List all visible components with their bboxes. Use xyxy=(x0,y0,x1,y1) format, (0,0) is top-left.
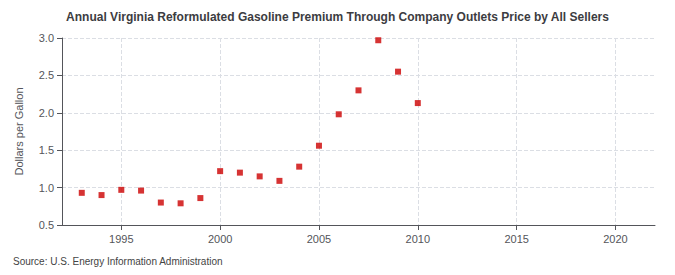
svg-text:Dollars per Gallon: Dollars per Gallon xyxy=(13,87,25,175)
svg-text:2020: 2020 xyxy=(603,233,627,245)
svg-text:0.5: 0.5 xyxy=(39,219,54,231)
svg-text:2005: 2005 xyxy=(307,233,331,245)
svg-text:Annual Virginia Reformulated G: Annual Virginia Reformulated Gasoline Pr… xyxy=(66,10,609,24)
svg-text:2015: 2015 xyxy=(504,233,528,245)
svg-text:2.0: 2.0 xyxy=(39,107,54,119)
svg-text:2.5: 2.5 xyxy=(39,69,54,81)
svg-text:1.0: 1.0 xyxy=(39,182,54,194)
svg-text:Source: U.S. Energy Informatio: Source: U.S. Energy Information Administ… xyxy=(13,256,223,267)
svg-text:1995: 1995 xyxy=(109,233,133,245)
svg-text:2000: 2000 xyxy=(208,233,232,245)
svg-text:3.0: 3.0 xyxy=(39,32,54,44)
svg-text:2010: 2010 xyxy=(406,233,430,245)
svg-text:1.5: 1.5 xyxy=(39,144,54,156)
